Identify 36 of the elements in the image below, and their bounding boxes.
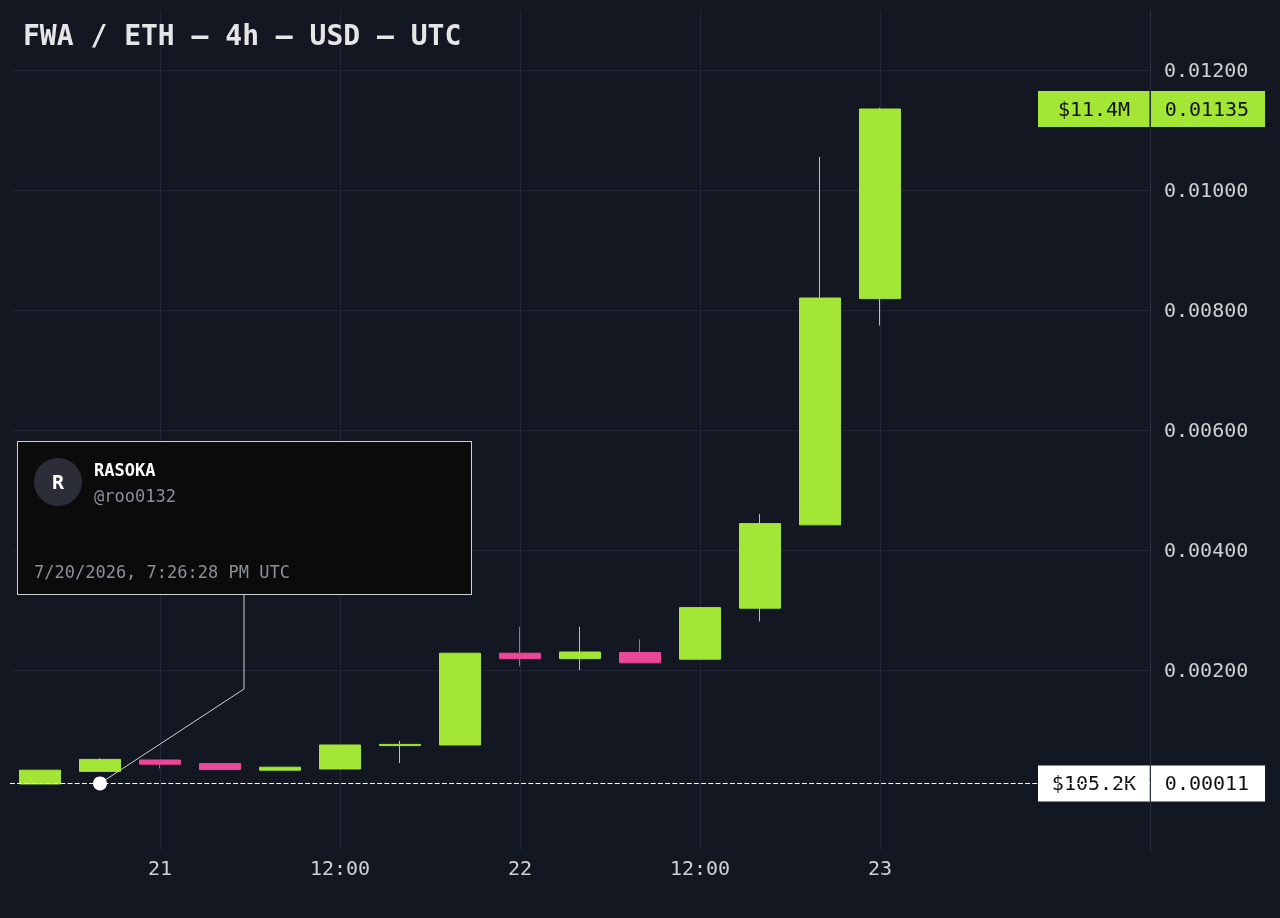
candlestick bbox=[799, 156, 841, 526]
annotation: $11.4M bbox=[1057, 97, 1131, 121]
post-card: R RASOKA @roo0132 7/20/2026, 7:26:28 PM UTC bbox=[17, 441, 472, 595]
candlestick bbox=[79, 757, 121, 772]
y-tick-label: 0.01200 bbox=[1164, 58, 1249, 82]
text: 0.00011 bbox=[1164, 771, 1250, 796]
candlestick bbox=[259, 766, 301, 771]
candlestick bbox=[739, 513, 781, 622]
y-tick-label: 0.00200 bbox=[1164, 658, 1249, 682]
x-tick-label: 23 bbox=[867, 856, 893, 880]
text: 0.01135 bbox=[1164, 97, 1250, 121]
annotation: 7/20/2026, 7:26:28 PM UTC bbox=[34, 562, 290, 582]
x-tick-label: 12:00 bbox=[669, 856, 731, 880]
annotation: @roo0132 bbox=[94, 486, 176, 506]
candlestick bbox=[19, 769, 61, 785]
y-tick-label: 0.01000 bbox=[1164, 178, 1249, 202]
chart-title: FWA / ETH — 4h — USD — UTC bbox=[23, 18, 462, 52]
x-tick-label: 22 bbox=[507, 856, 533, 880]
y-tick-label: 0.00600 bbox=[1164, 418, 1249, 442]
candlestick bbox=[319, 744, 361, 770]
x-tick-label: 21 bbox=[147, 856, 173, 880]
annotation: RASOKA bbox=[94, 460, 156, 480]
candlestick bbox=[439, 652, 481, 746]
candlestick bbox=[499, 626, 541, 667]
candlestick bbox=[379, 740, 421, 764]
candlestick bbox=[619, 638, 661, 664]
candlestick bbox=[559, 626, 601, 671]
candlestick bbox=[199, 763, 241, 771]
ref-line-label: $105.2K bbox=[1051, 771, 1137, 796]
candlestick bbox=[139, 759, 181, 769]
y-tick-label: 0.00800 bbox=[1164, 298, 1249, 322]
avatar-icon: R bbox=[34, 458, 82, 506]
candlestick bbox=[679, 607, 721, 660]
x-tick-label: 12:00 bbox=[309, 856, 371, 880]
candlestick bbox=[859, 107, 901, 327]
y-tick-label: 0.00400 bbox=[1164, 538, 1249, 562]
